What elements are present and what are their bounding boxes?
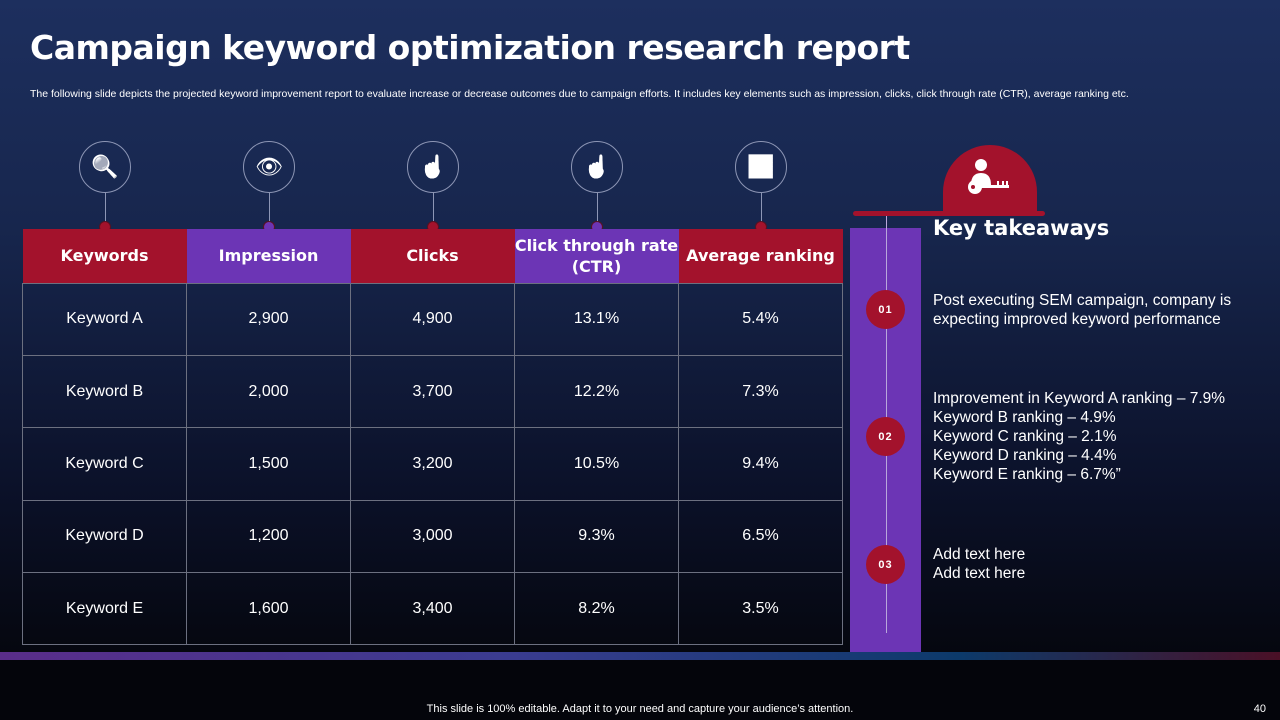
table-cell: 2,000	[186, 354, 351, 429]
table-cell: 7.3%	[678, 354, 843, 429]
page-title: Campaign keyword optimization research r…	[30, 28, 910, 67]
table-cell: 3,400	[350, 572, 515, 646]
table-cell: 13.1%	[514, 282, 679, 356]
table-cell: Keyword C	[22, 427, 187, 501]
keyword-search-icon: 🔍	[79, 141, 131, 193]
user-key-icon-badge	[943, 145, 1037, 213]
takeaway-line: Add text here	[933, 565, 1026, 582]
takeaways-title: Key takeaways	[933, 216, 1110, 240]
table-cell: 6.5%	[678, 499, 843, 574]
table-cell: 1,500	[186, 427, 351, 501]
table-row: Keyword C 1,500 3,200 10.5% 9.4%	[22, 427, 843, 501]
step-number: 02	[866, 417, 905, 456]
table-cell: Keyword D	[22, 499, 187, 574]
takeaways-bar	[853, 211, 1045, 216]
table-cell: 5.4%	[678, 282, 843, 356]
eye-icon: 👁	[243, 141, 295, 193]
table-cell: 3,200	[350, 427, 515, 501]
connector-line	[433, 193, 434, 222]
table-cell: 4,900	[350, 282, 515, 356]
connector-line	[597, 193, 598, 222]
table-cell: 12.2%	[514, 354, 679, 429]
takeaway-line: Improvement in Keyword A ranking – 7.9%	[933, 390, 1226, 407]
table-cell: Keyword B	[22, 354, 187, 429]
connector-line	[105, 193, 106, 222]
description: The following slide depicts the projecte…	[30, 88, 1129, 100]
column-header: Click through rate (CTR)	[514, 229, 679, 283]
table-cell: Keyword E	[22, 572, 187, 646]
table-cell: 3,700	[350, 354, 515, 429]
table-row: Keyword B 2,000 3,700 12.2% 7.3%	[22, 354, 843, 429]
takeaway-line: expecting improved keyword performance	[933, 311, 1221, 328]
takeaway-text: Add text here Add text here	[933, 545, 1025, 583]
keyword-table: Keywords Impression Clicks Click through ra…	[22, 229, 843, 646]
table-row: Keyword D 1,200 3,000 9.3% 6.5%	[22, 499, 843, 574]
takeaway-text: Improvement in Keyword A ranking – 7.9% K…	[933, 389, 1225, 484]
takeaway-line: Post executing SEM campaign, company is	[933, 292, 1232, 309]
table-row: Keyword E 1,600 3,400 8.2% 3.5%	[22, 572, 843, 646]
footer-note: This slide is 100% editable. Adapt it to…	[426, 703, 854, 715]
pointer-hand-icon: ☝	[571, 141, 623, 193]
table-cell: 1,600	[186, 572, 351, 646]
takeaway-line: Keyword B ranking – 4.9%	[933, 409, 1116, 426]
step-number: 01	[866, 290, 905, 329]
takeaway-line: Add text here	[933, 546, 1026, 563]
step-number: 03	[866, 545, 905, 584]
table-row: Keyword A 2,900 4,900 13.1% 5.4%	[22, 282, 843, 356]
table-cell: 3,000	[350, 499, 515, 574]
takeaway-line: Keyword E ranking – 6.7%”	[933, 466, 1121, 483]
table-cell: 9.4%	[678, 427, 843, 501]
table-cell: 1,200	[186, 499, 351, 574]
table-cell: 8.2%	[514, 572, 679, 646]
column-header: Keywords	[22, 229, 187, 283]
column-header: Average ranking	[678, 229, 843, 283]
table-cell: 3.5%	[678, 572, 843, 646]
column-header: Impression	[186, 229, 351, 283]
takeaway-line: Keyword D ranking – 4.4%	[933, 447, 1117, 464]
column-header: Clicks	[350, 229, 515, 283]
user-key-icon	[968, 159, 1009, 194]
growth-chart-icon: 📈	[735, 141, 787, 193]
page-number: 40	[1253, 703, 1266, 715]
tap-hand-icon: ☝	[407, 141, 459, 193]
table-cell: 9.3%	[514, 499, 679, 574]
takeaway-line: Keyword C ranking – 2.1%	[933, 428, 1117, 445]
connector-line	[761, 193, 762, 222]
table-cell: 2,900	[186, 282, 351, 356]
connector-line	[269, 193, 270, 222]
takeaway-text: Post executing SEM campaign, company is e…	[933, 291, 1231, 329]
decorative-strip	[0, 652, 1280, 660]
table-cell: 10.5%	[514, 427, 679, 501]
table-cell: Keyword A	[22, 282, 187, 356]
